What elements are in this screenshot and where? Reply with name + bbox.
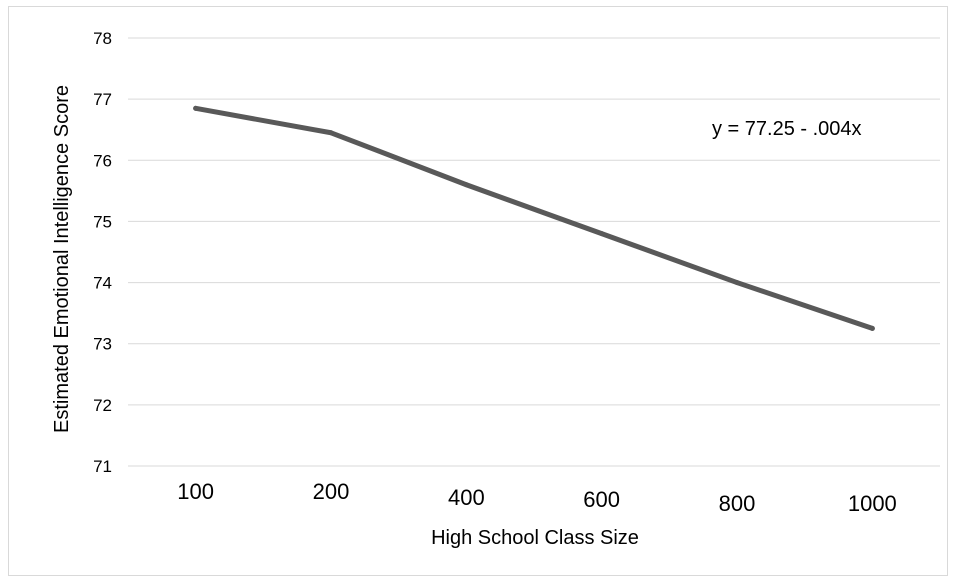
x-tick-label: 800	[719, 491, 756, 516]
x-tick-label: 100	[177, 479, 214, 504]
x-tick-label: 1000	[848, 491, 897, 516]
data-point	[599, 231, 604, 236]
y-tick-label: 77	[93, 90, 112, 109]
x-axis-label: High School Class Size	[431, 527, 639, 549]
data-point	[464, 182, 469, 187]
x-tick-label: 400	[448, 485, 485, 510]
series-line	[196, 108, 873, 328]
y-tick-label: 73	[93, 335, 112, 354]
y-tick-label: 71	[93, 457, 112, 476]
y-tick-label: 75	[93, 212, 112, 231]
y-tick-label: 74	[93, 274, 112, 293]
y-tick-label: 78	[93, 29, 112, 48]
data-point	[329, 130, 334, 135]
data-point	[870, 326, 875, 331]
x-tick-label: 200	[313, 479, 350, 504]
gridlines	[128, 38, 940, 466]
data-point	[193, 106, 198, 111]
x-tick-labels: 100 200 400 600 800 1000	[177, 479, 897, 516]
y-tick-labels: 71 72 73 74 75 76 77 78	[93, 29, 112, 476]
x-tick-label: 600	[583, 487, 620, 512]
y-axis-label: Estimated Emotional Intelligence Score	[51, 85, 73, 433]
equation-annotation: y = 77.25 - .004x	[712, 118, 862, 140]
data-point	[735, 280, 740, 285]
y-tick-label: 76	[93, 151, 112, 170]
y-tick-label: 72	[93, 396, 112, 415]
